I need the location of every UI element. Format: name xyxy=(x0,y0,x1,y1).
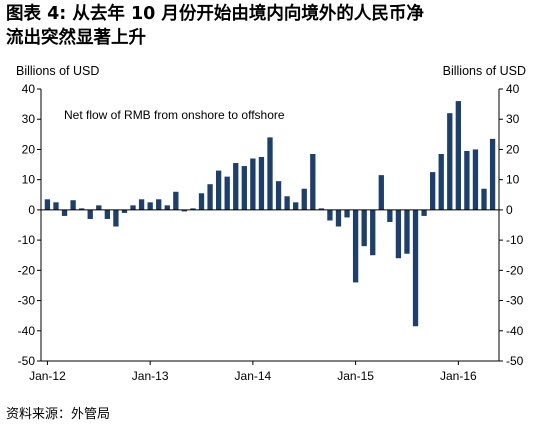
bar xyxy=(233,163,239,210)
bar xyxy=(181,209,188,212)
bar xyxy=(430,172,436,210)
bar xyxy=(87,209,93,219)
left-axis-tick-label: 30 xyxy=(22,112,36,126)
bar xyxy=(464,150,470,210)
bar xyxy=(421,209,427,216)
bar xyxy=(370,209,376,256)
bar xyxy=(481,188,487,210)
right-axis-unit-label: Billions of USD xyxy=(442,64,526,78)
left-axis-tick-label: 0 xyxy=(28,203,35,217)
x-axis-tick-label: Jan-13 xyxy=(132,369,169,383)
bar xyxy=(130,205,136,210)
bar xyxy=(241,166,247,210)
chart-title-line-2: 流出突然显著上升 xyxy=(6,28,146,48)
bar xyxy=(438,153,444,210)
bar xyxy=(284,196,290,210)
bar xyxy=(121,209,128,213)
bar xyxy=(378,175,384,210)
left-axis-tick-label: 40 xyxy=(22,82,36,96)
left-axis-tick-label: 10 xyxy=(22,173,36,187)
bar xyxy=(412,209,419,327)
bar xyxy=(79,208,85,210)
bar xyxy=(387,209,393,222)
right-axis-tick-label: -20 xyxy=(506,263,524,277)
bar xyxy=(61,209,68,216)
left-axis-tick-label: -20 xyxy=(18,263,36,277)
bar xyxy=(70,200,76,210)
bar xyxy=(198,193,205,210)
left-axis-unit-label: Billions of USD xyxy=(16,64,100,78)
bar xyxy=(472,149,479,210)
bar xyxy=(447,113,453,210)
bar xyxy=(138,199,145,210)
left-axis-tick-label: -40 xyxy=(18,324,36,338)
bar xyxy=(293,202,299,210)
bar xyxy=(207,184,213,210)
bar xyxy=(335,209,342,227)
bar xyxy=(301,188,307,210)
right-axis-tick-label: -10 xyxy=(506,233,524,247)
bar xyxy=(250,158,256,210)
bar xyxy=(164,205,170,210)
bar xyxy=(190,208,196,210)
chart-title: 图表 4: 从去年 10 月份开始由境内向境外的人民币净 流出突然显著上升 xyxy=(6,2,546,50)
bar xyxy=(327,209,333,221)
right-axis-tick-label: 40 xyxy=(506,82,520,96)
left-axis-tick-label: -50 xyxy=(18,354,36,368)
bar xyxy=(361,209,367,247)
chart-annotation: Net flow of RMB from onshore to offshore xyxy=(64,108,285,122)
right-axis-tick-label: -40 xyxy=(506,324,524,338)
right-axis-tick-label: 10 xyxy=(506,173,520,187)
x-axis-tick-label: Jan-15 xyxy=(337,369,374,383)
left-axis-tick-label: 20 xyxy=(22,142,36,156)
source-note: 资料来源：外管局 xyxy=(6,407,111,422)
bar xyxy=(489,138,496,210)
bar xyxy=(404,209,410,254)
bar xyxy=(310,153,316,210)
bar xyxy=(215,170,222,210)
bar xyxy=(96,205,102,210)
right-axis-tick-label: -50 xyxy=(506,354,524,368)
right-axis: -50 -40 -30 -20 -10 0 10 20 30 40 xyxy=(499,82,524,368)
bar xyxy=(53,202,59,210)
bar xyxy=(318,208,325,210)
bar xyxy=(173,191,179,210)
bar xyxy=(344,209,350,218)
bar xyxy=(147,202,153,210)
bar xyxy=(395,209,402,259)
left-axis: -50 -40 -30 -20 -10 0 10 20 30 40 xyxy=(18,82,41,368)
bar xyxy=(275,181,282,210)
left-axis-tick-label: -30 xyxy=(18,294,36,308)
right-axis-tick-label: 20 xyxy=(506,142,520,156)
bar xyxy=(267,137,273,210)
x-axis-tick-label: Jan-14 xyxy=(235,369,272,383)
bar-series xyxy=(44,101,496,327)
bar xyxy=(156,199,162,210)
bar xyxy=(113,209,119,227)
x-axis-tick-label: Jan-16 xyxy=(440,369,477,383)
bar xyxy=(258,157,265,210)
x-axis-tick-label: Jan-12 xyxy=(29,369,66,383)
right-axis-tick-label: 30 xyxy=(506,112,520,126)
left-axis-tick-label: -10 xyxy=(18,233,36,247)
chart-title-line-1: 图表 4: 从去年 10 月份开始由境内向境外的人民币净 xyxy=(6,4,424,24)
bar xyxy=(455,101,461,210)
bar xyxy=(224,176,230,210)
right-axis-tick-label: -30 xyxy=(506,294,524,308)
bar xyxy=(104,209,110,219)
x-axis: Jan-12 Jan-13 Jan-14 Jan-15 Jan-16 xyxy=(29,361,477,383)
right-axis-tick-label: 0 xyxy=(506,203,513,217)
bar xyxy=(44,199,51,210)
bar xyxy=(352,209,359,283)
